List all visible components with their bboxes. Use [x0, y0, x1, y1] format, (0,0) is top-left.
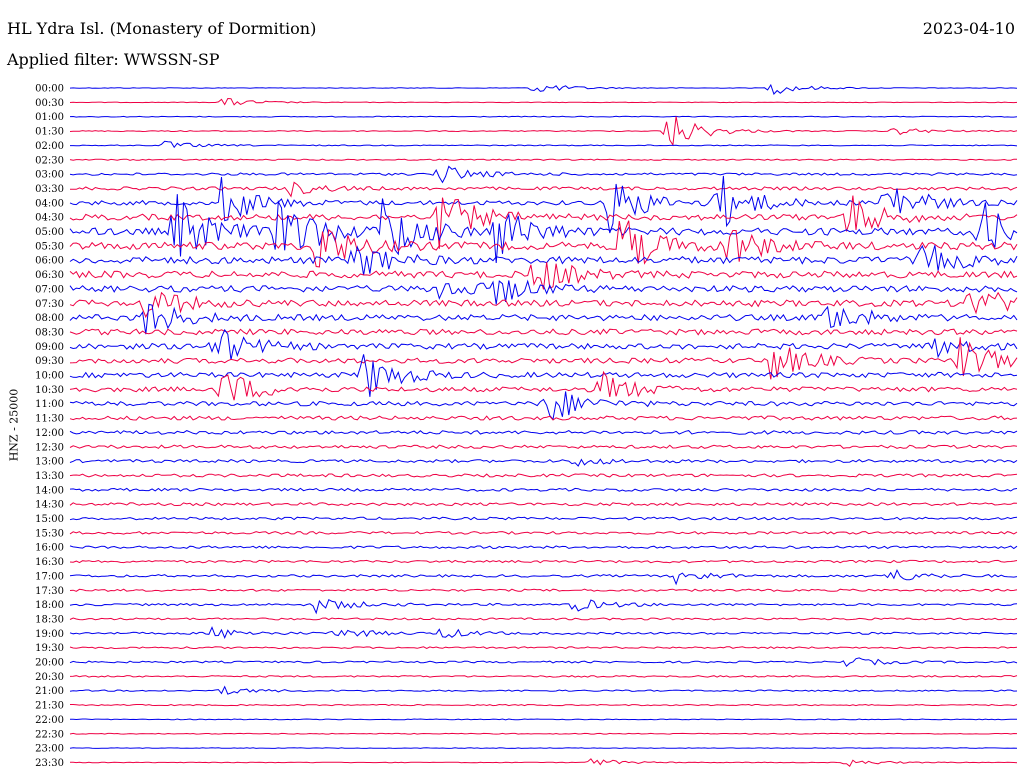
row-time-label: 06:00: [35, 256, 64, 267]
seismic-trace-row: [69, 370, 1018, 401]
row-time-label: 13:30: [35, 471, 64, 482]
seismic-trace-row: [69, 158, 1018, 161]
row-time-label: 17:00: [35, 571, 64, 582]
row-time-label: 22:30: [35, 729, 64, 740]
seismic-trace-row: [69, 181, 1018, 198]
row-time-label: 04:30: [35, 213, 64, 224]
row-time-label: 21:30: [35, 701, 64, 712]
row-time-label: 05:00: [35, 227, 64, 238]
seismic-trace-row: [69, 545, 1018, 550]
row-time-label: 14:30: [35, 500, 64, 511]
row-time-label: 23:30: [35, 758, 64, 769]
seismic-trace-row: [69, 487, 1018, 492]
seismic-trace-row: [69, 747, 1018, 749]
seismic-trace-row: [69, 220, 1018, 268]
seismic-trace-row: [69, 530, 1018, 535]
seismic-trace-row: [69, 165, 1018, 184]
row-time-label: 10:00: [35, 371, 64, 382]
seismic-trace-row: [69, 732, 1018, 735]
seismic-trace-row: [69, 569, 1018, 586]
row-time-label: 19:00: [35, 629, 64, 640]
record-date: 2023-04-10: [922, 19, 1015, 38]
seismic-trace-row: [69, 391, 1018, 421]
row-time-label: 11:30: [35, 414, 64, 425]
row-time-label: 17:30: [35, 586, 64, 597]
seismic-trace-row: [69, 718, 1017, 721]
seismic-trace-row: [69, 444, 1018, 449]
seismic-trace-row: [69, 194, 1018, 264]
row-time-label: 11:00: [35, 399, 64, 410]
row-time-label: 16:30: [35, 557, 64, 568]
row-time-label: 12:00: [35, 428, 64, 439]
row-time-label: 04:00: [35, 198, 64, 209]
seismic-trace-row: [69, 97, 1018, 106]
row-time-label: 21:00: [35, 686, 64, 697]
row-time-label: 01:30: [35, 127, 64, 138]
row-time-label: 08:30: [35, 327, 64, 338]
row-time-label: 18:00: [35, 600, 64, 611]
row-time-label: 07:30: [35, 299, 64, 310]
seismic-trace-row: [69, 516, 1018, 521]
row-time-label: 19:30: [35, 643, 64, 654]
row-time-label: 02:30: [35, 155, 64, 166]
seismic-trace-row: [69, 83, 1018, 95]
row-time-label: 10:30: [35, 385, 64, 396]
applied-filter-label: Applied filter: WWSSN-SP: [7, 50, 220, 69]
row-time-label: 08:00: [35, 313, 64, 324]
row-time-label: 03:30: [35, 184, 64, 195]
seismic-trace-row: [69, 115, 1018, 118]
row-time-label: 13:00: [35, 457, 64, 468]
seismic-trace-row: [69, 291, 1018, 319]
seismic-trace-row: [69, 116, 1018, 147]
seismic-trace-row: [69, 646, 1018, 650]
seismic-trace-row: [69, 675, 1018, 678]
seismic-trace-row: [69, 473, 1018, 478]
seismic-trace-row: [69, 685, 1018, 695]
seismic-trace-row: [69, 279, 1018, 305]
seismic-trace-row: [69, 458, 1018, 467]
row-time-label: 07:00: [35, 284, 64, 295]
seismic-trace-row: [69, 758, 1018, 767]
row-time-label: 05:30: [35, 241, 64, 252]
row-time-label: 00:00: [35, 84, 64, 95]
row-time-label: 09:00: [35, 342, 64, 353]
row-time-label: 22:00: [35, 715, 64, 726]
row-time-label: 15:00: [35, 514, 64, 525]
row-time-label: 16:00: [35, 543, 64, 554]
row-time-label: 14:00: [35, 485, 64, 496]
row-time-label: 00:30: [35, 98, 64, 109]
row-time-label: 20:30: [35, 672, 64, 683]
seismic-trace-row: [69, 337, 1018, 380]
seismic-trace-row: [70, 703, 1018, 707]
seismic-trace-row: [69, 415, 1018, 421]
row-time-label: 09:30: [35, 356, 64, 367]
seismic-trace-row: [69, 617, 1018, 621]
row-time-label: 20:00: [35, 658, 64, 669]
seismic-trace-row: [69, 262, 1018, 290]
row-time-label: 01:00: [35, 112, 64, 123]
row-time-label: 12:30: [35, 442, 64, 453]
row-time-label: 23:00: [35, 744, 64, 755]
seismic-trace-row: [69, 588, 1018, 592]
seismic-trace-row: [69, 559, 1018, 564]
seismic-trace-row: [69, 657, 1018, 668]
seismic-trace-row: [69, 244, 1018, 276]
seismic-trace-row: [69, 598, 1018, 615]
seismic-trace-row: [69, 195, 1018, 249]
seismic-trace-row: [69, 328, 1018, 360]
row-time-label: 02:00: [35, 141, 64, 152]
seismic-trace-row: [69, 502, 1018, 507]
seismic-trace-row: [69, 430, 1018, 435]
seismic-trace-row: [69, 626, 1018, 640]
row-time-label: 15:30: [35, 528, 64, 539]
seismic-trace-row: [69, 303, 1018, 335]
station-title: HL Ydra Isl. (Monastery of Dormition): [7, 19, 317, 38]
seismic-trace-row: [69, 354, 1018, 397]
row-time-label: 03:00: [35, 170, 64, 181]
seismic-trace-row: [70, 140, 1018, 149]
seismic-trace-row: [69, 328, 1018, 336]
row-time-label: 06:30: [35, 270, 64, 281]
row-time-label: 18:30: [35, 614, 64, 625]
